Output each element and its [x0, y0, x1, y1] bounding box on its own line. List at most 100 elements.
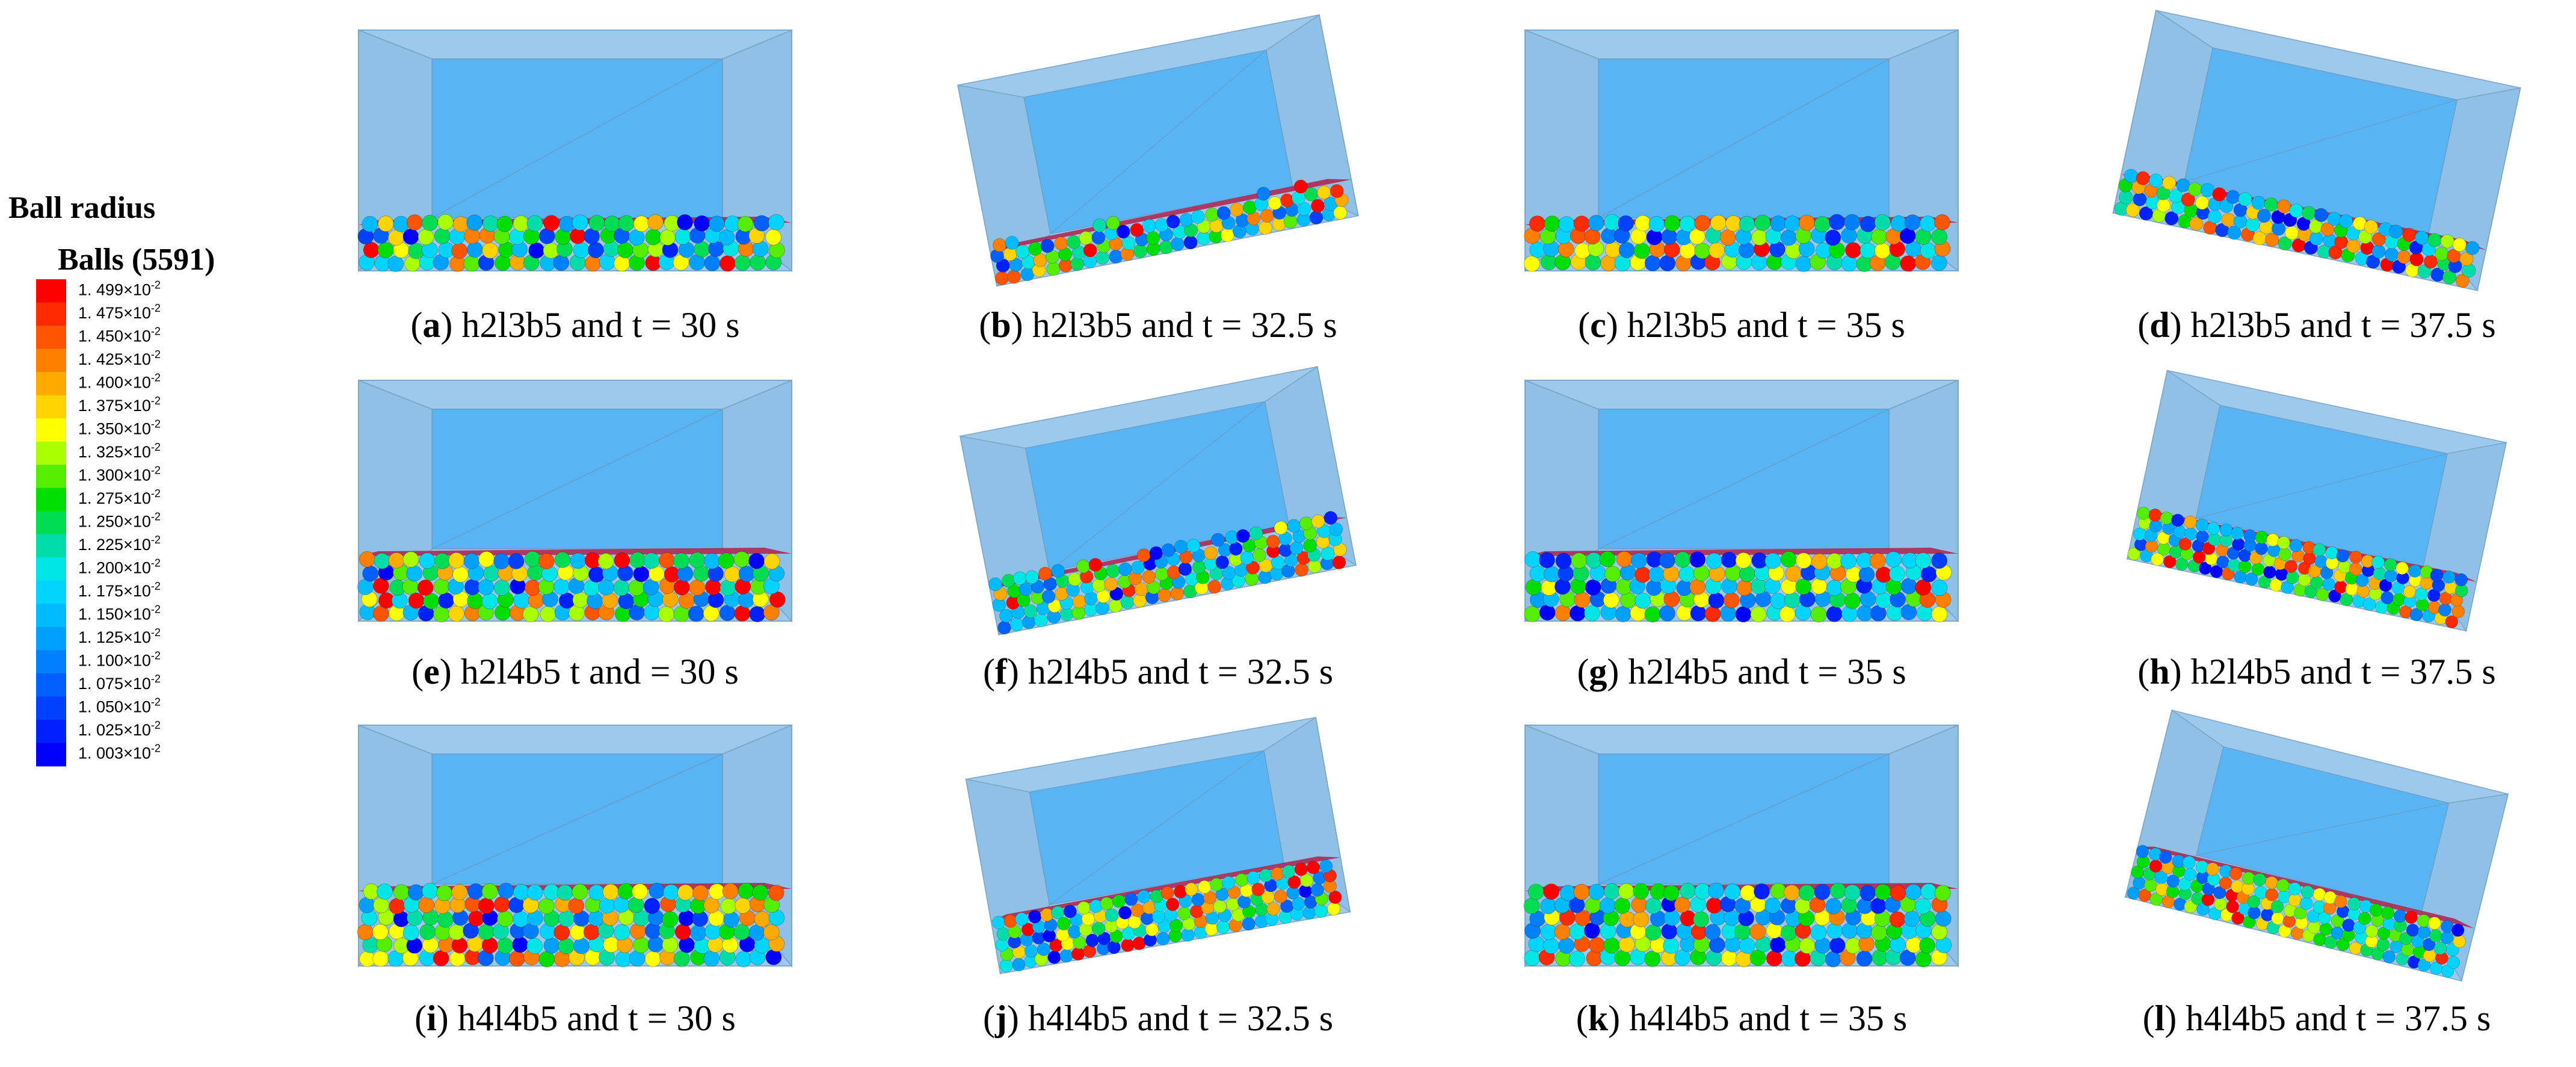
ball — [2362, 598, 2376, 611]
legend-label: 1. 425×10-2 — [78, 348, 161, 368]
ball — [553, 924, 570, 941]
ball — [1740, 885, 1757, 902]
legend-label: 1. 375×10-2 — [78, 395, 161, 415]
ball — [1573, 215, 1590, 232]
ball — [1569, 924, 1586, 940]
ball — [1191, 209, 1205, 224]
ball — [2336, 549, 2350, 563]
ball — [1106, 216, 1120, 230]
ball — [2229, 867, 2243, 880]
legend-label: 1. 275×10-2 — [78, 487, 161, 507]
ball — [1584, 228, 1601, 245]
ball — [1160, 886, 1174, 900]
ball — [694, 241, 710, 258]
ball — [644, 897, 661, 914]
legend-label: 1. 150×10-2 — [78, 603, 161, 623]
ball — [633, 937, 650, 953]
ball — [468, 910, 485, 927]
ball — [1751, 254, 1767, 271]
ball — [2442, 571, 2456, 584]
caption-text: ) h4l4b5 and t = 37.5 s — [2165, 998, 2491, 1038]
ball — [1826, 923, 1843, 939]
ball — [618, 215, 635, 232]
ball — [1645, 897, 1662, 914]
ball — [543, 215, 560, 232]
ball — [1674, 551, 1691, 568]
ball — [719, 580, 736, 596]
legend-label-text: 1. 175×10 — [78, 582, 151, 600]
ball — [1739, 937, 1755, 954]
ball — [614, 924, 630, 941]
ball — [482, 242, 499, 259]
ball — [1166, 897, 1180, 911]
ball — [1236, 529, 1250, 543]
ball — [1568, 950, 1585, 967]
ball — [1213, 900, 1227, 914]
ball — [538, 898, 555, 915]
ball — [1674, 896, 1690, 913]
ball — [357, 924, 374, 941]
ball — [1661, 228, 1678, 245]
legend-label: 1. 499×10-2 — [78, 279, 161, 298]
ball — [362, 565, 379, 582]
ball — [628, 580, 645, 596]
ball — [1615, 606, 1632, 622]
ball — [2125, 203, 2140, 217]
panel-caption: (c) h2l3b5 and t = 35 s — [1578, 305, 1905, 345]
ball — [2314, 208, 2328, 223]
caption-text: ) h4l4b5 and t = 30 s — [437, 998, 736, 1038]
ball — [1769, 936, 1786, 953]
ball — [1616, 551, 1633, 568]
ball — [1874, 214, 1891, 230]
ball — [1310, 883, 1324, 897]
container-diagonal — [432, 753, 723, 885]
ball — [467, 241, 483, 258]
ball — [498, 882, 514, 899]
ball — [633, 215, 650, 232]
legend-swatch — [36, 673, 66, 697]
legend-label-text: 1. 050×10 — [78, 698, 151, 716]
ball — [1251, 882, 1265, 896]
ball — [1875, 592, 1892, 609]
ball — [467, 593, 484, 609]
ball — [452, 566, 469, 583]
ball — [1826, 552, 1843, 569]
legend-label-text: 1. 225×10 — [78, 536, 151, 554]
ball — [1899, 949, 1916, 966]
ball — [1540, 898, 1557, 915]
ball — [603, 936, 620, 953]
ball — [1931, 552, 1948, 569]
ball — [538, 951, 555, 968]
ball — [2428, 917, 2441, 930]
ball — [1780, 924, 1797, 941]
ball — [678, 910, 695, 927]
container-diagonal — [1598, 409, 1890, 549]
ball — [513, 592, 530, 609]
ball — [389, 898, 405, 915]
ball — [659, 229, 676, 246]
ball — [464, 227, 481, 244]
ball — [677, 214, 693, 230]
ball — [662, 911, 679, 927]
legend-swatch — [36, 650, 66, 674]
ball — [1725, 215, 1742, 232]
ball — [1749, 949, 1766, 966]
ball — [1015, 912, 1029, 926]
ball — [1915, 552, 1932, 569]
ball — [1618, 883, 1635, 900]
legend-label-text: 1. 250×10 — [78, 513, 151, 531]
legend-label-exp: -2 — [151, 395, 161, 407]
legend-label-text: 1. 100×10 — [78, 652, 151, 670]
ball — [644, 950, 661, 967]
ball — [1589, 937, 1606, 953]
ball — [538, 553, 555, 569]
legend-label: 1. 350×10-2 — [78, 418, 161, 438]
ball — [2127, 547, 2141, 561]
container-diagonal — [432, 409, 723, 549]
legend-label-text: 1. 499×10 — [78, 280, 151, 298]
caption-text: ) h4l4b5 and t = 32.5 s — [1007, 998, 1333, 1038]
container-diagonal — [432, 58, 723, 218]
ball — [1603, 937, 1620, 954]
ball — [1915, 579, 1932, 596]
ball — [1829, 882, 1846, 899]
